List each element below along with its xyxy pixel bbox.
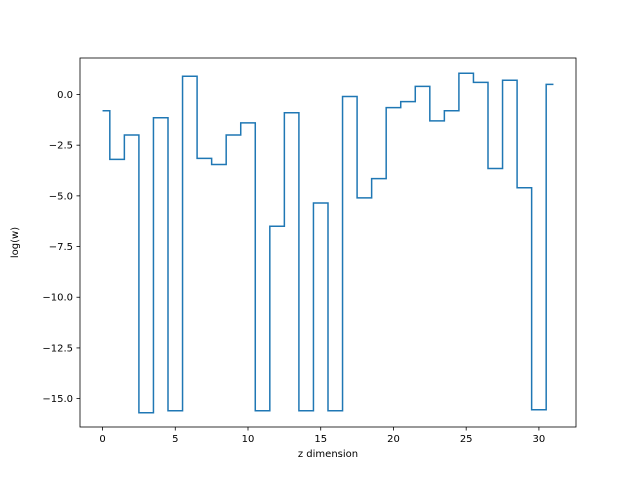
y-tick-label: −5.0 xyxy=(49,191,73,202)
y-axis-label: log(w) xyxy=(10,227,21,258)
x-tick-label: 20 xyxy=(387,434,400,445)
axes-frame xyxy=(79,57,577,428)
y-axis: 0.0 −2.5 −5.0 −7.5 −10.0 −12.5 −15.0 xyxy=(42,90,80,405)
y-tick-label: −15.0 xyxy=(42,394,73,405)
series-line xyxy=(102,72,554,414)
y-tick-label: −10.0 xyxy=(42,293,73,304)
x-tick-label: 25 xyxy=(460,434,473,445)
x-axis: 0 5 10 15 20 25 30 xyxy=(99,427,545,445)
x-axis-label: z dimension xyxy=(298,449,358,460)
y-tick-label: −2.5 xyxy=(49,141,73,152)
x-tick-label: 0 xyxy=(99,434,105,445)
x-tick-label: 15 xyxy=(314,434,327,445)
plot-area xyxy=(102,72,554,414)
y-tick-label: −12.5 xyxy=(42,343,73,354)
x-tick-label: 10 xyxy=(242,434,255,445)
x-tick-label: 30 xyxy=(533,434,546,445)
y-tick-label: −7.5 xyxy=(49,242,73,253)
x-tick-label: 5 xyxy=(172,434,178,445)
y-tick-label: 0.0 xyxy=(57,90,73,101)
